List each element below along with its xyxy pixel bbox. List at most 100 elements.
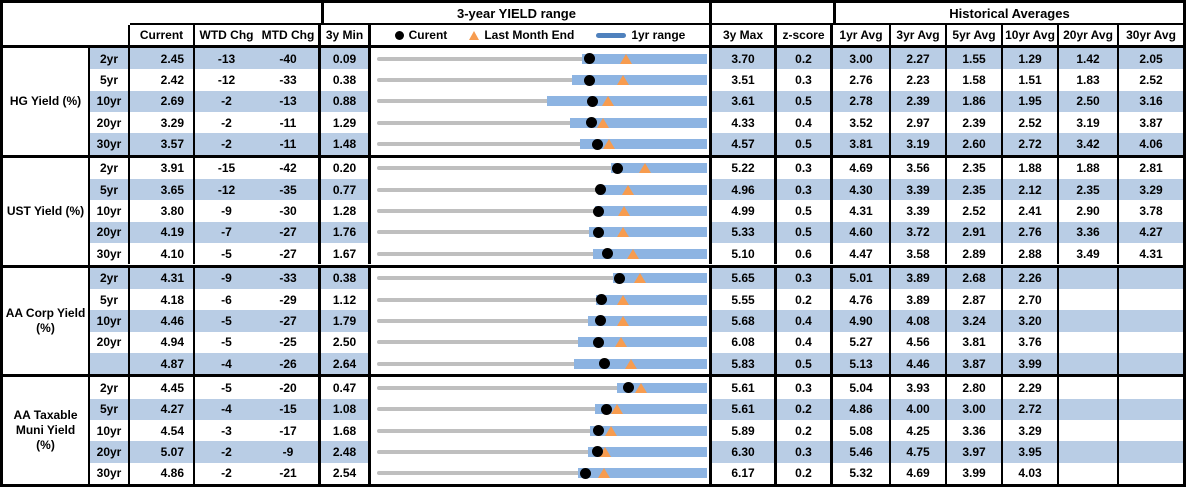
tenor-label: 2yr xyxy=(90,48,130,70)
1yr-avg-value: 5.13 xyxy=(833,352,891,375)
1yr-range-bar xyxy=(612,273,707,284)
table-row: 10yr 4.54 -3 -17 1.68 5.89 0.2 5.08 4.25… xyxy=(90,419,1183,442)
z-score-value: 0.3 xyxy=(777,157,833,180)
tenor-label: 20yr xyxy=(90,441,130,463)
legend-last-month-end: Last Month End xyxy=(469,28,574,42)
20yr-avg-value: 1.83 xyxy=(1059,69,1119,91)
30yr-avg-value xyxy=(1119,352,1183,375)
wtd-chg-value: -2 xyxy=(221,466,232,481)
mtd-chg-value: -27 xyxy=(258,310,321,332)
range-chart xyxy=(371,331,712,353)
3yr-avg-value: 3.89 xyxy=(891,267,947,289)
10yr-avg-value: 2.76 xyxy=(1003,221,1059,244)
current-dot-icon xyxy=(394,30,404,40)
current-value: 3.29 xyxy=(130,112,195,134)
group-label: HG Yield (%) xyxy=(3,48,90,155)
5yr-avg-value: 3.24 xyxy=(947,310,1003,332)
current-value: 4.54 xyxy=(130,419,195,442)
tenor-label: 10yr xyxy=(90,200,130,222)
range-chart xyxy=(371,243,712,265)
3yr-avg-value: 2.27 xyxy=(891,48,947,70)
table-row: 20yr 3.29 -2 -11 1.29 4.33 0.4 3.52 2.97… xyxy=(90,112,1183,134)
10yr-avg-value: 3.76 xyxy=(1003,331,1059,353)
z-score-value: 0.5 xyxy=(777,133,833,155)
10yr-avg-value: 4.03 xyxy=(1003,462,1059,484)
range-chart xyxy=(371,221,712,244)
mtd-chg-value: -29 xyxy=(258,288,321,311)
top-header-spacer-max-z xyxy=(712,3,833,25)
mtd-chg-value: -11 xyxy=(258,133,321,155)
5yr-avg-value: 2.87 xyxy=(947,288,1003,311)
3y-max-value: 5.65 xyxy=(712,267,777,289)
tenor-label: 10yr xyxy=(90,310,130,332)
3y-max-value: 5.10 xyxy=(712,243,777,265)
wtd-chg-value: -5 xyxy=(221,380,232,395)
10yr-avg-value: 2.72 xyxy=(1003,133,1059,155)
3y-min-value: 1.28 xyxy=(321,200,371,222)
current-marker-icon xyxy=(600,403,612,415)
range-chart xyxy=(371,352,712,375)
table-row: 10yr 2.69 -2 -13 0.88 3.61 0.5 2.78 2.39… xyxy=(90,90,1183,113)
3y-range-track xyxy=(377,78,703,83)
current-marker-icon xyxy=(585,117,597,129)
table-row: 20yr 4.19 -7 -27 1.76 5.33 0.5 4.60 3.72… xyxy=(90,221,1183,244)
3yr-avg-value: 3.93 xyxy=(891,377,947,399)
30yr-avg-value xyxy=(1119,310,1183,332)
3yr-avg-value: 4.69 xyxy=(891,462,947,484)
table-row: 5yr 2.42 -12 -33 0.38 3.51 0.3 2.76 2.23… xyxy=(90,69,1183,91)
z-score-value: 0.2 xyxy=(777,288,833,311)
3y-min-value: 0.47 xyxy=(321,377,371,399)
3y-max-value: 5.55 xyxy=(712,288,777,311)
current-value: 4.45 xyxy=(130,377,195,399)
last-month-end-marker-icon xyxy=(621,184,634,195)
1yr-range-bar xyxy=(589,425,707,436)
mtd-chg-value: -21 xyxy=(258,462,321,484)
group-rows: 2yr 4.31 -9 -33 0.38 5.65 0.3 5.01 3.89 … xyxy=(90,267,1183,375)
3yr-avg-value: 3.56 xyxy=(891,157,947,180)
1yr-range-bar xyxy=(571,75,707,86)
yield-group: AA Taxable Muni Yield (%) 2yr 4.45 -5 -20 … xyxy=(3,374,1183,484)
5yr-avg-value: 3.87 xyxy=(947,352,1003,375)
range-chart xyxy=(371,310,712,332)
group-rows: 2yr 3.91 -15 -42 0.20 5.22 0.3 4.69 3.56… xyxy=(90,157,1183,265)
col-header-1yr-avg: 1yr Avg xyxy=(833,25,891,45)
tenor-label: 2yr xyxy=(90,377,130,399)
tenor-label: 20yr xyxy=(90,331,130,353)
1yr-range-bar xyxy=(587,315,707,326)
legend-1yr-range: 1yr range xyxy=(596,28,685,42)
30yr-avg-value: 3.78 xyxy=(1139,204,1163,219)
table-row: 10yr 4.46 -5 -27 1.79 5.68 0.4 4.90 4.08… xyxy=(90,310,1183,332)
3y-max-value: 3.61 xyxy=(712,90,777,113)
3yr-avg-value: 3.58 xyxy=(891,243,947,265)
z-score-value: 0.5 xyxy=(777,352,833,375)
wtd-chg-value: -2 xyxy=(195,441,258,463)
col-header-wtd-chg: WTD Chg xyxy=(199,28,254,42)
wtd-chg-value: -9 xyxy=(195,267,258,289)
tenor-label: 30yr xyxy=(90,243,130,265)
last-month-end-marker-icon xyxy=(624,358,637,369)
current-value: 4.46 xyxy=(130,310,195,332)
z-score-value: 0.6 xyxy=(777,243,833,265)
1yr-range-bar xyxy=(569,117,707,128)
wtd-chg-value: -9 xyxy=(221,204,232,219)
1yr-range-bar xyxy=(580,139,707,150)
1yr-range-bar xyxy=(593,248,707,259)
10yr-avg-value: 3.95 xyxy=(1003,441,1059,463)
table-row: 2yr 4.45 -5 -20 0.47 5.61 0.3 5.04 3.93 … xyxy=(90,377,1183,399)
3y-range-track xyxy=(377,428,703,433)
table-row: 2yr 4.31 -9 -33 0.38 5.65 0.3 5.01 3.89 … xyxy=(90,267,1183,289)
3y-min-value: 2.54 xyxy=(321,462,371,484)
3y-min-value: 1.29 xyxy=(321,112,371,134)
10yr-avg-value: 2.29 xyxy=(1003,377,1059,399)
z-score-value: 0.4 xyxy=(777,310,833,332)
5yr-avg-value: 2.80 xyxy=(947,377,1003,399)
1yr-range-bar xyxy=(595,404,707,415)
10yr-avg-value: 2.26 xyxy=(1003,267,1059,289)
chart-legend: Curent Last Month End 1yr range xyxy=(371,25,712,45)
last-month-end-marker-icon xyxy=(597,468,610,479)
mtd-chg-value: -33 xyxy=(258,69,321,91)
3y-range-track xyxy=(377,340,703,345)
last-month-end-triangle-icon xyxy=(469,30,480,40)
3y-min-value: 1.67 xyxy=(321,243,371,265)
10yr-avg-value: 2.12 xyxy=(1003,179,1059,201)
